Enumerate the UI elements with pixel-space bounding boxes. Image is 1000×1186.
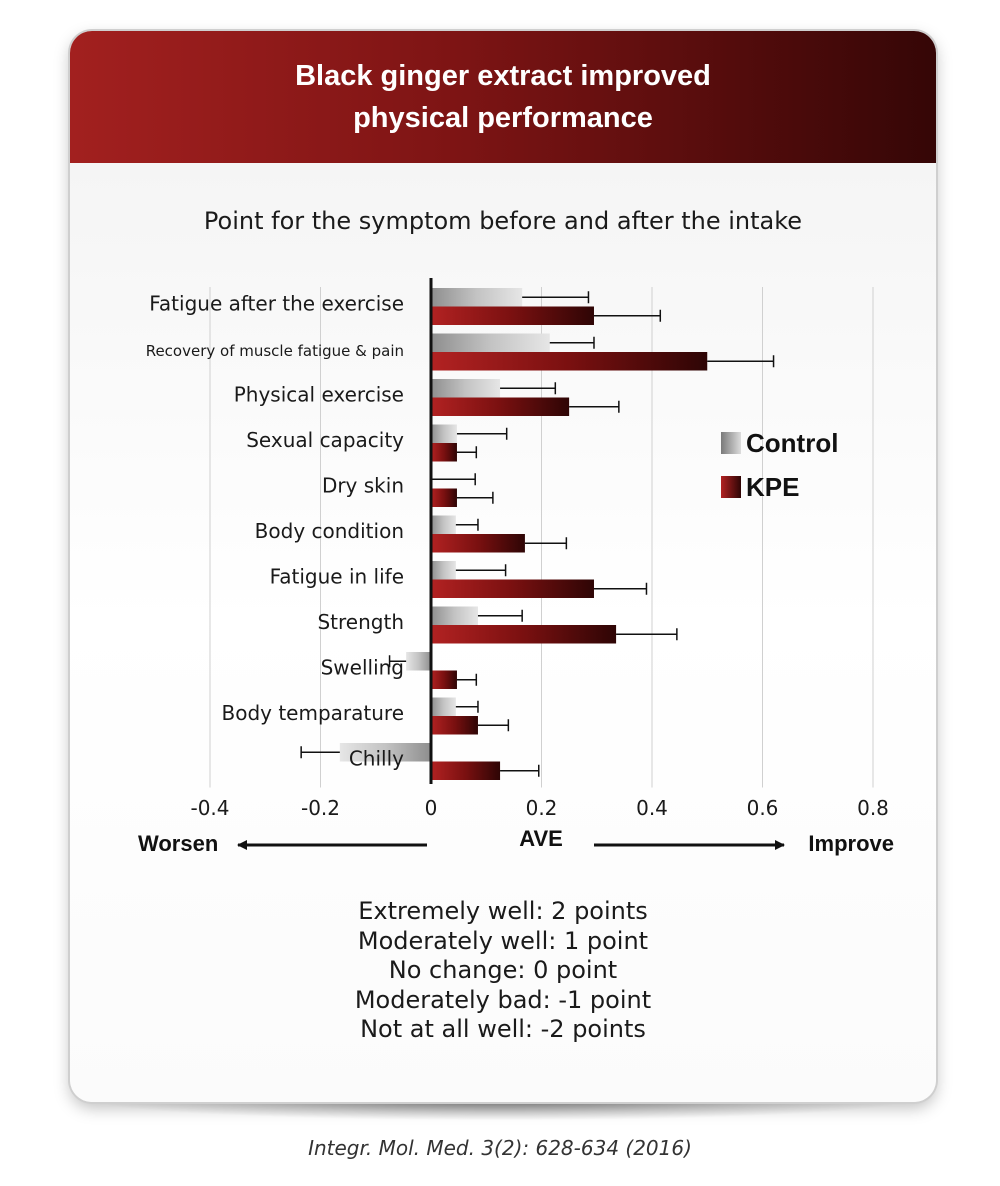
improve-label: Improve (808, 831, 894, 856)
x-tick-label: 0 (425, 796, 438, 820)
category-label: Fatigue in life (270, 565, 404, 589)
legend-swatch-kpe (721, 476, 741, 498)
kpe-bar (431, 761, 501, 780)
x-tick-label: 0.4 (636, 796, 668, 820)
category-label: Recovery of muscle fatigue & pain (146, 342, 404, 360)
header-banner: Black ginger extract improved physical p… (70, 31, 936, 163)
category-label: Body temparature (221, 701, 404, 725)
x-axis-label: AVE (519, 826, 563, 851)
legend-swatch-control (721, 432, 741, 454)
infographic-card: Black ginger extract improved physical p… (70, 31, 936, 1102)
control-bar (431, 515, 456, 534)
category-label: Dry skin (322, 474, 404, 498)
category-labels: Fatigue after the exercise Recovery of mu… (146, 292, 404, 771)
control-bar (339, 743, 431, 762)
control-bar (431, 288, 523, 307)
citation: Integr. Mol. Med. 3(2): 628-634 (2016) (308, 1136, 692, 1160)
kpe-bar (431, 443, 457, 462)
category-label: Fatigue after the exercise (149, 292, 404, 316)
category-label: Swelling (321, 656, 404, 680)
control-bar (431, 424, 457, 443)
control-bar (431, 606, 478, 625)
kpe-bar (431, 625, 617, 644)
x-tick-label: -0.2 (301, 796, 340, 820)
legend-label: KPE (746, 472, 799, 502)
kpe-bar (431, 397, 570, 416)
scoring-line: Not at all well: -2 points (360, 1015, 646, 1043)
category-label: Physical exercise (234, 383, 404, 407)
kpe-bar (431, 670, 457, 689)
category-label: Sexual capacity (246, 428, 404, 452)
bars (300, 288, 775, 780)
scoring-line: Moderately well: 1 point (357, 926, 649, 955)
control-bar (406, 652, 431, 671)
scoring-line: No change: 0 point (388, 956, 618, 984)
category-label: Body condition (255, 519, 404, 543)
control-bar (431, 561, 456, 580)
legend-label: Control (746, 428, 838, 458)
legend: Control KPE (721, 428, 838, 502)
scoring-line: Moderately bad: -1 point (354, 985, 652, 1014)
page-title: Black ginger extract improved physical p… (295, 60, 711, 134)
control-bar (431, 379, 501, 398)
kpe-bar (431, 488, 457, 507)
kpe-bar (431, 352, 708, 371)
x-tick-label: 0.2 (526, 796, 558, 820)
x-tick-label: -0.4 (190, 796, 229, 820)
x-tick-label: 0.6 (747, 796, 779, 820)
category-label: Chilly (349, 747, 404, 771)
category-label: Strength (317, 610, 404, 634)
grid-lines (209, 287, 874, 788)
kpe-bar (431, 716, 478, 735)
kpe-bar (431, 579, 594, 598)
kpe-bar (431, 306, 594, 325)
worsen-label: Worsen (138, 831, 218, 856)
x-tick-label: 0.8 (857, 796, 889, 820)
chart-title: Point for the symptom before and after t… (203, 207, 803, 235)
kpe-bar (431, 534, 525, 553)
x-axis: -0.4 -0.2 0 0.2 0.4 0.6 0.8 AVE Worsen Improve (138, 278, 894, 856)
scoring-line: Extremely well: 2 points (358, 897, 648, 925)
control-bar (431, 333, 550, 352)
control-bar (431, 697, 456, 716)
scoring-legend: Extremely well: 2 points Moderately well… (70, 897, 936, 1045)
